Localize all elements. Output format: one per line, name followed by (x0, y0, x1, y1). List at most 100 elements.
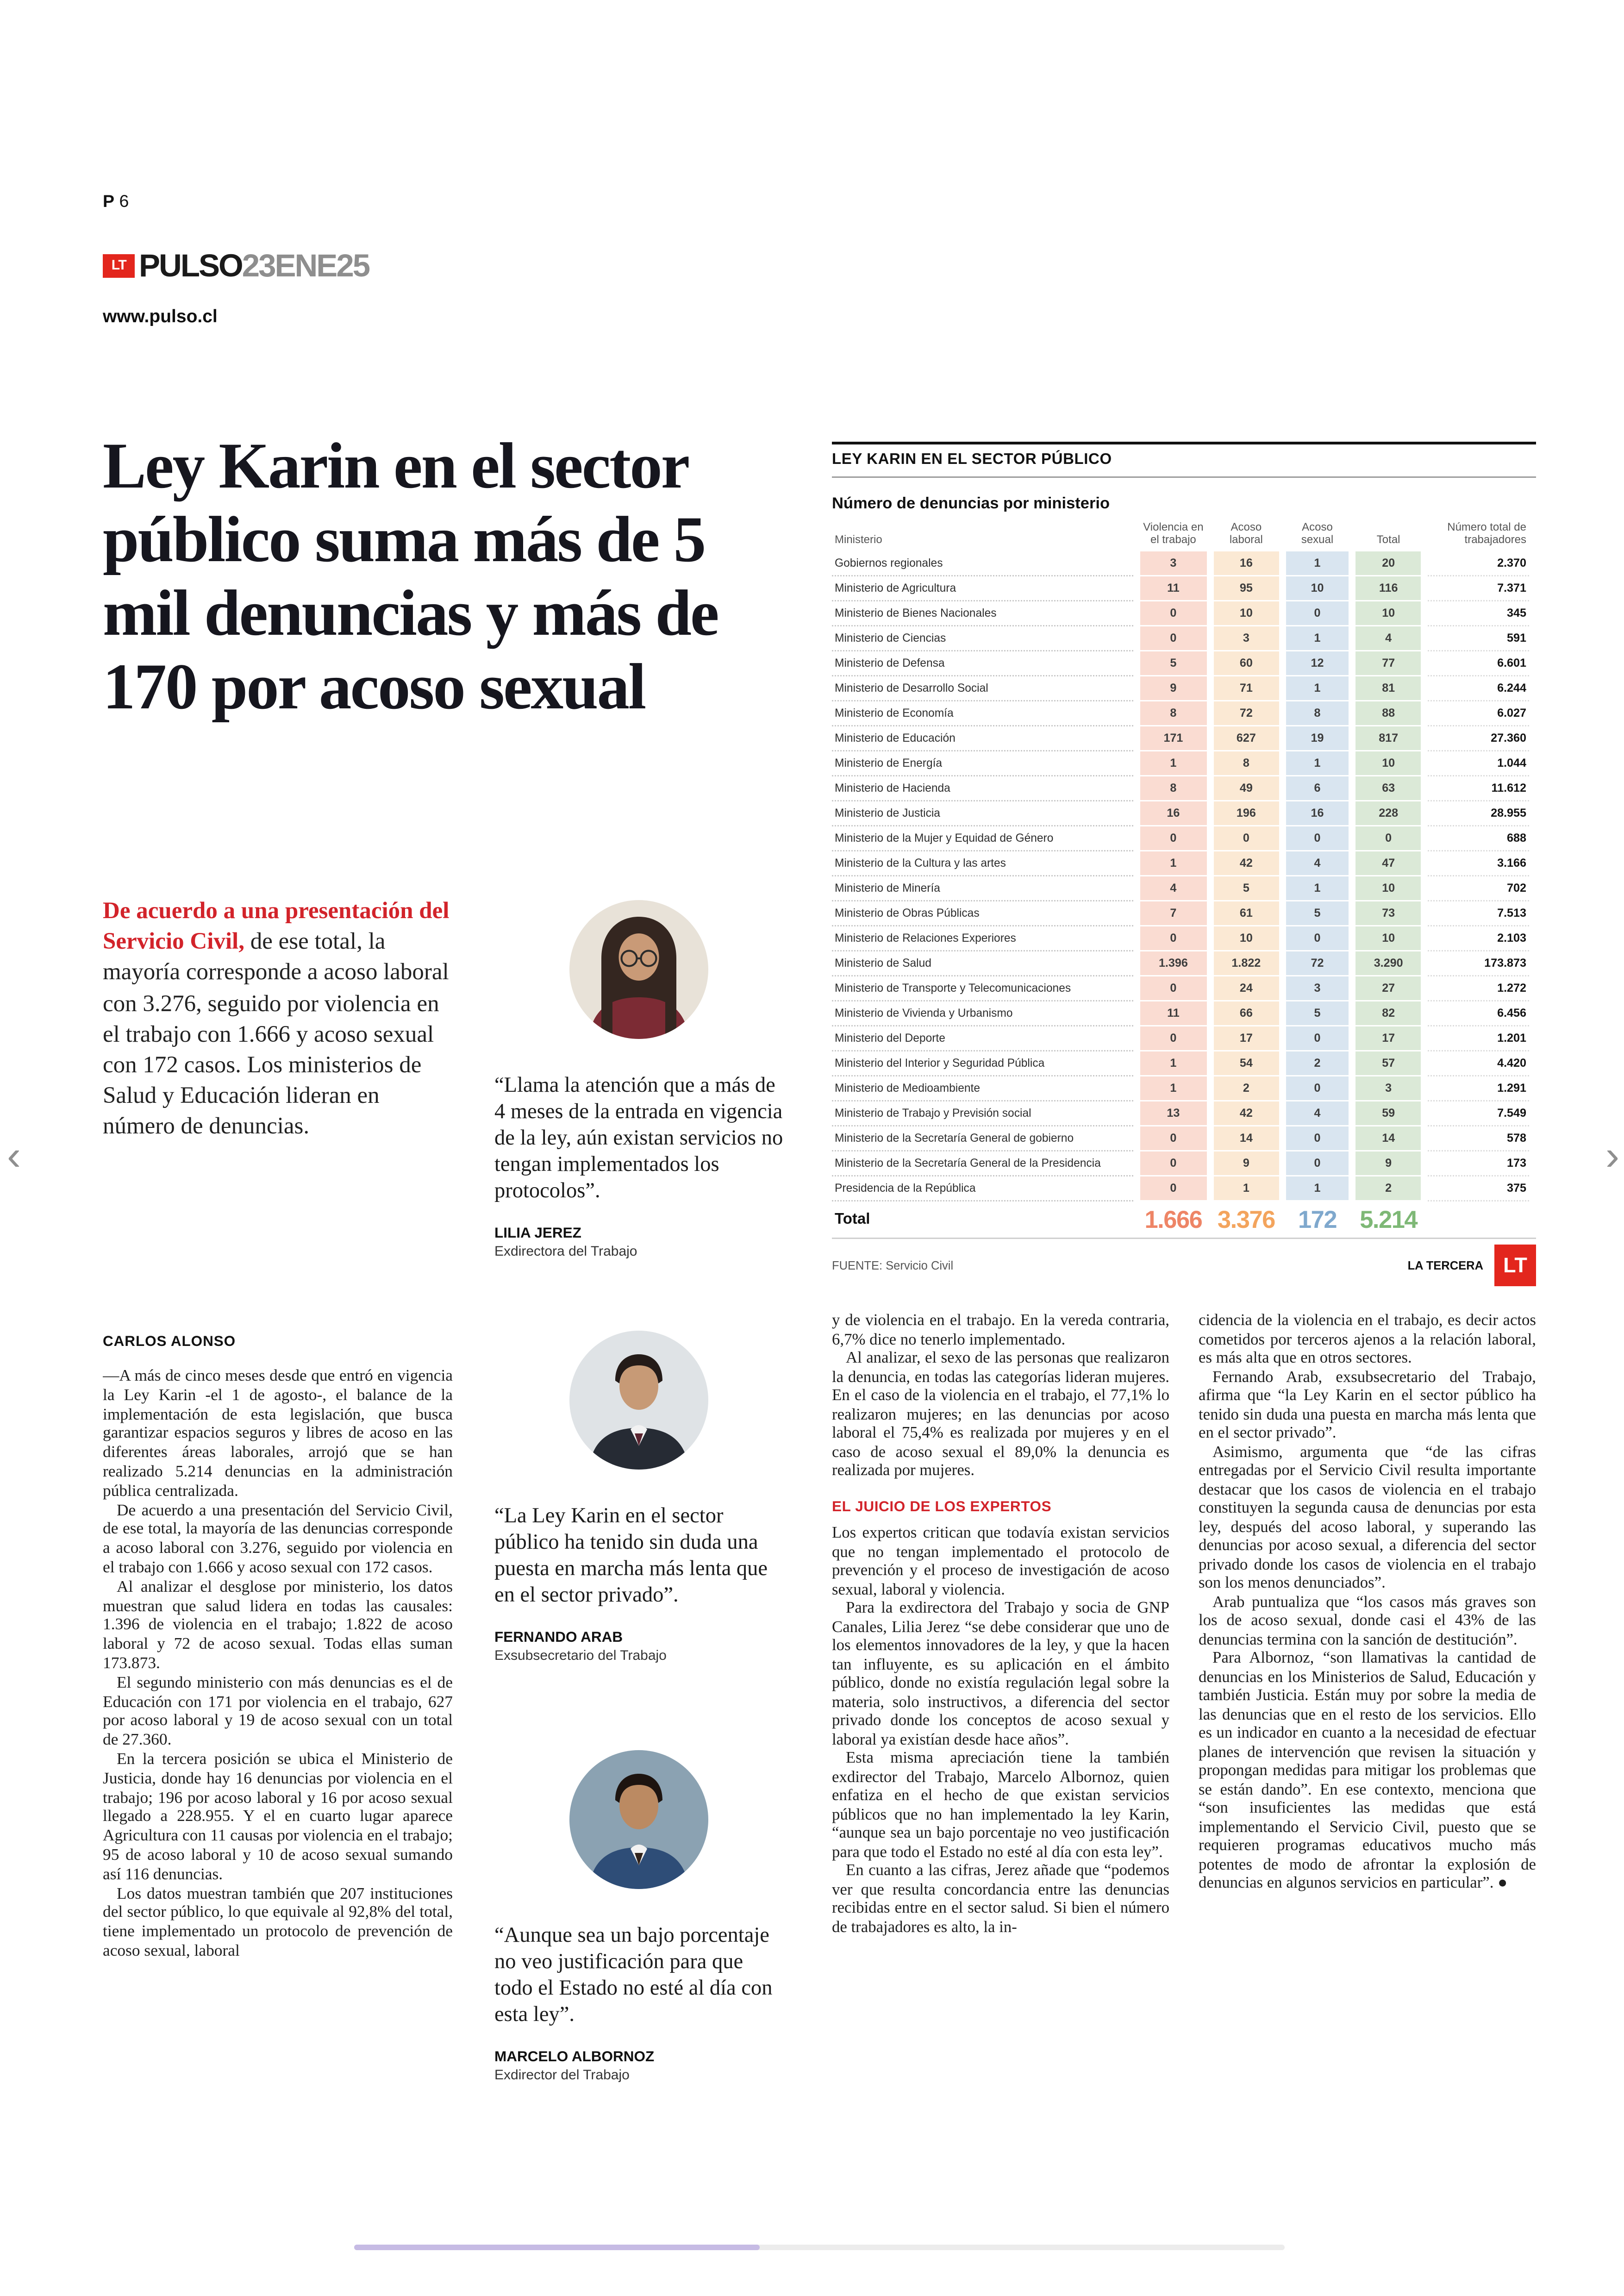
table-row: Ministerio de la Secretaría General de l… (832, 1151, 1529, 1176)
cell-acoso-sexual: 12 (1286, 651, 1349, 676)
cell-ministerio: Ministerio de Medioambiente (832, 1076, 1134, 1101)
cell-violencia: 1 (1140, 751, 1206, 776)
cell-total: 81 (1355, 676, 1422, 701)
cell-total: 0 (1355, 826, 1422, 851)
cell-violencia: 4 (1140, 876, 1206, 901)
table-row: Ministerio de Defensa 5 60 12 77 6.601 (832, 651, 1529, 676)
cell-acoso-laboral: 60 (1213, 651, 1280, 676)
cell-ministerio: Ministerio de Vivienda y Urbanismo (832, 1001, 1134, 1026)
cell-total: 77 (1355, 651, 1422, 676)
cell-acoso-sexual: 0 (1286, 1076, 1349, 1101)
table-row: Ministerio de la Mujer y Equidad de Géne… (832, 826, 1529, 851)
cell-trabajadores: 702 (1428, 876, 1529, 901)
cell-ministerio: Ministerio de la Mujer y Equidad de Géne… (832, 826, 1134, 851)
cell-total: 817 (1355, 726, 1422, 751)
cell-acoso-sexual: 72 (1286, 951, 1349, 976)
totals-spacer (1428, 1201, 1529, 1229)
totals-label: Total (835, 1211, 870, 1228)
table-row: Ministerio de Justicia 16 196 16 228 28.… (832, 801, 1529, 826)
prev-page-button[interactable]: ‹ (7, 1133, 21, 1179)
cell-acoso-laboral: 71 (1213, 676, 1280, 701)
article-column-1: —A más de cinco meses desde que entró en… (103, 1367, 453, 2165)
cell-trabajadores: 11.612 (1428, 776, 1529, 801)
cell-total: 3 (1355, 1076, 1422, 1101)
section-subhead: EL JUICIO DE LOS EXPERTOS (832, 1498, 1052, 1515)
cell-ministerio: Ministerio de Justicia (832, 801, 1134, 826)
cell-violencia: 11 (1140, 1001, 1206, 1026)
body-paragraph: cidencia de la violencia en el trabajo, … (1199, 1311, 1536, 1367)
cell-acoso-sexual: 5 (1286, 1001, 1349, 1026)
quote-role: Exsubsecretario del Trabajo (494, 1649, 667, 1664)
article-paragraph: El segundo ministerio con más denuncias … (103, 1672, 453, 1749)
article-paragraph: —A más de cinco meses desde que entró en… (103, 1367, 453, 1500)
lt-logo: LT (103, 254, 135, 278)
cell-acoso-laboral: 196 (1213, 801, 1280, 826)
cell-acoso-sexual: 16 (1286, 801, 1349, 826)
cell-acoso-laboral: 72 (1213, 701, 1280, 726)
cell-ministerio: Ministerio de Relaciones Experiores (832, 926, 1134, 951)
cell-acoso-laboral: 54 (1213, 1051, 1280, 1076)
cell-acoso-laboral: 61 (1213, 901, 1280, 926)
next-page-button[interactable]: › (1605, 1133, 1619, 1179)
cell-ministerio: Ministerio de Educación (832, 726, 1134, 751)
body-paragraph: Fernando Arab, exsubsecretario del Traba… (1199, 1367, 1536, 1442)
cell-acoso-sexual: 0 (1286, 926, 1349, 951)
body-paragraph: Al analizar, el sexo de las personas que… (832, 1349, 1169, 1479)
totals-violencia: 1.666 (1144, 1206, 1202, 1233)
cell-violencia: 9 (1140, 676, 1206, 701)
person-silhouette-icon (569, 1750, 708, 1889)
body-paragraph: y de violencia en el trabajo. En la vere… (832, 1311, 1169, 1348)
cell-acoso-sexual: 1 (1286, 876, 1349, 901)
cell-ministerio: Ministerio de Obras Públicas (832, 901, 1134, 926)
cell-violencia: 0 (1140, 1151, 1206, 1176)
quote-name: LILIA JEREZ (494, 1225, 581, 1242)
cell-total: 17 (1355, 1026, 1422, 1051)
cell-trabajadores: 578 (1428, 1126, 1529, 1151)
totals-acoso-laboral: 3.376 (1217, 1206, 1275, 1233)
cell-violencia: 0 (1140, 601, 1206, 626)
cell-acoso-sexual: 0 (1286, 601, 1349, 626)
cell-acoso-laboral: 24 (1213, 976, 1280, 1001)
table-row: Ministerio de Educación 171 627 19 817 2… (832, 726, 1529, 751)
body-paragraph: Para Albornoz, “son llamativas la cantid… (1199, 1649, 1536, 1892)
cell-total: 59 (1355, 1101, 1422, 1126)
cell-trabajadores: 591 (1428, 626, 1529, 651)
table-row: Ministerio de Energía 1 8 1 10 1.044 (832, 751, 1529, 776)
cell-trabajadores: 6.456 (1428, 1001, 1529, 1026)
page-scrollbar-thumb[interactable] (354, 2245, 760, 2250)
lead-highlight: De acuerdo a una presentación del Servic… (103, 897, 450, 955)
cell-acoso-laboral: 2 (1213, 1076, 1280, 1101)
cell-acoso-laboral: 9 (1213, 1151, 1280, 1176)
header-trabajadores: Número total de trabajadores (1447, 521, 1526, 546)
cell-ministerio: Ministerio del Deporte (832, 1026, 1134, 1051)
article-paragraph: Los datos muestran también que 207 insti… (103, 1883, 453, 1960)
cell-total: 63 (1355, 776, 1422, 801)
table-body: Gobiernos regionales 3 16 1 20 2.370 Min… (832, 551, 1529, 1201)
masthead-brand: PULSO (139, 247, 244, 283)
cell-ministerio: Presidencia de la República (832, 1176, 1134, 1201)
cell-violencia: 1.396 (1140, 951, 1206, 976)
cell-acoso-laboral: 627 (1213, 726, 1280, 751)
header-acoso-sexual: Acoso sexual (1301, 521, 1334, 546)
cell-trabajadores: 6.601 (1428, 651, 1529, 676)
table-row: Ministerio del Deporte 0 17 0 17 1.201 (832, 1026, 1529, 1051)
cell-acoso-laboral: 0 (1213, 826, 1280, 851)
cell-trabajadores: 1.291 (1428, 1076, 1529, 1101)
quote-block-marcelo-albornoz: “Aunque sea un bajo porcentaje no veo ju… (494, 1750, 783, 2083)
cell-trabajadores: 1.272 (1428, 976, 1529, 1001)
quote-role: Exdirectora del Trabajo (494, 1245, 637, 1260)
cell-trabajadores: 28.955 (1428, 801, 1529, 826)
page-scrollbar[interactable] (354, 2245, 1285, 2250)
cell-ministerio: Ministerio de Trabajo y Previsión social (832, 1101, 1134, 1126)
cell-acoso-sexual: 1 (1286, 551, 1349, 576)
cell-trabajadores: 345 (1428, 601, 1529, 626)
table-totals-row: Total 1.666 3.376 172 5.214 (832, 1201, 1529, 1233)
table-row: Ministerio de Relaciones Experiores 0 10… (832, 926, 1529, 951)
totals-acoso-sexual: 172 (1298, 1206, 1337, 1233)
table-row: Ministerio de Medioambiente 1 2 0 3 1.29… (832, 1076, 1529, 1101)
cell-violencia: 0 (1140, 926, 1206, 951)
portrait-photo-fernando-arab (569, 1331, 708, 1470)
cell-acoso-laboral: 16 (1213, 551, 1280, 576)
cell-acoso-sexual: 4 (1286, 851, 1349, 876)
lead-paragraph: De acuerdo a una presentación del Servic… (103, 896, 453, 1143)
